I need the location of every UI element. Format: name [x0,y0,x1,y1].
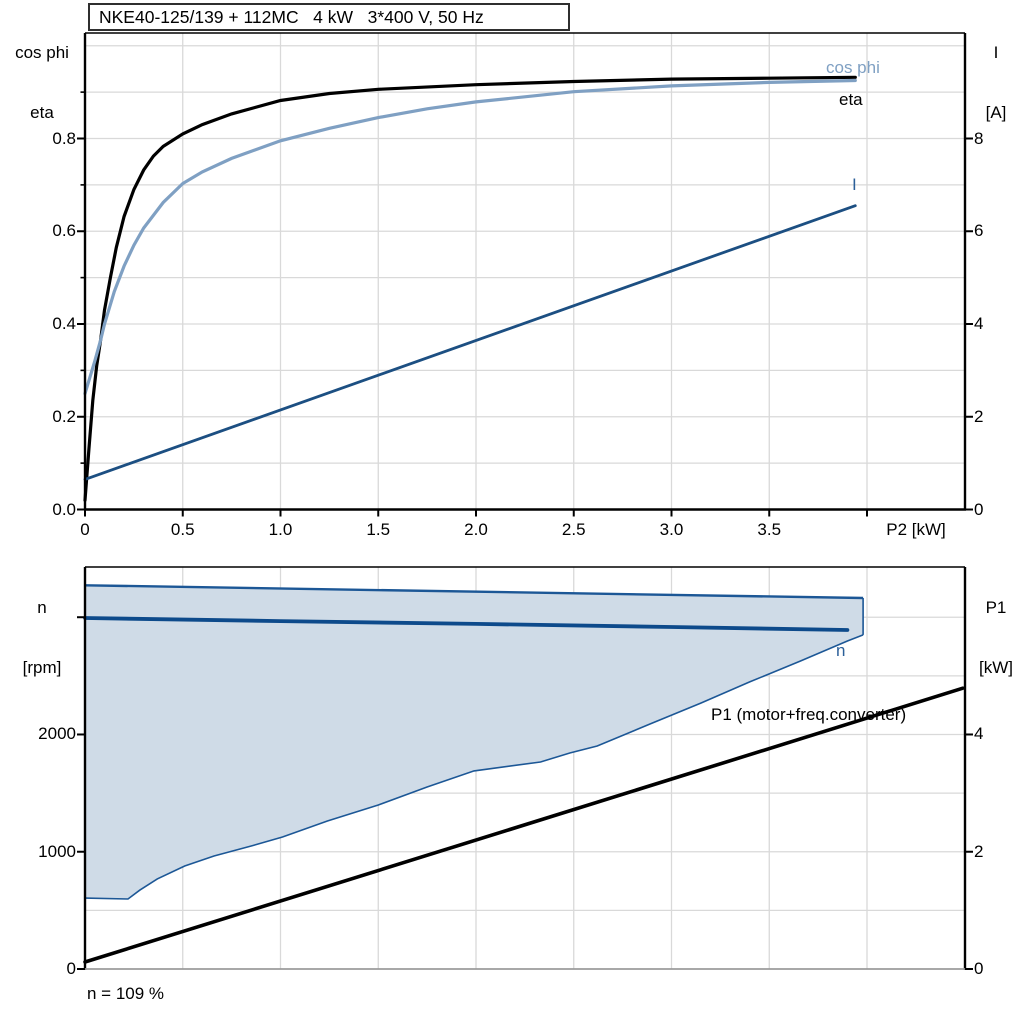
x-tick-label: 1.5 [366,520,391,539]
speed-range-area [85,585,864,899]
curve-label-cos-phi: cos phi [826,58,880,77]
y-right-tick-label: 8 [974,128,984,148]
y-left-tick-label: 0.8 [52,128,76,148]
x-axis-label: P2 [kW] [886,520,946,539]
top-right-axis-label: I [A] [972,3,1020,163]
curve-label-n: n [836,641,846,660]
y-right-tick-label: 6 [974,221,984,241]
curve-i [83,204,857,481]
speed-tick-label: 1000 [38,841,76,861]
curve-n [83,616,850,632]
axis-label-current: I [993,43,999,62]
axis-label-eta: eta [30,103,54,122]
y-left-tick-label: 0.2 [52,406,76,426]
speed-tick-label: 0 [66,959,76,978]
y-left-tick-label: 0.4 [52,314,76,333]
speed-tick-label: 2000 [38,724,76,744]
chart-title: NKE40-125/139 + 112MC 4 kW 3*400 V, 50 H… [99,6,484,27]
axis-label-p1: P1 [985,598,1007,617]
p1-tick-label: 2 [974,841,984,861]
bottom-right-axis-label: P1 [kW] [970,558,1022,718]
chart-title-box: NKE40-125/139 + 112MC 4 kW 3*400 V, 50 H… [88,3,570,31]
x-tick-label: 2.5 [561,520,586,539]
p1-tick-label: 0 [974,959,984,978]
y-right-tick-label: 0 [974,499,984,519]
p1-tick-label: 4 [974,724,984,744]
x-tick-label: 0 [80,520,90,539]
y-left-tick-label: 0.6 [52,221,76,241]
curve-label-i: I [852,175,857,194]
axis-label-current-unit: [A] [985,103,1007,122]
curve-eta [83,75,857,502]
curve-label-p1-motor-freq-converter-: P1 (motor+freq.converter) [711,705,907,724]
axis-label-speed-unit: [rpm] [22,658,62,677]
curve-p1-motor-freq-converter- [83,686,965,964]
y-right-tick-label: 2 [974,406,984,426]
bottom-left-axis-label: n [rpm] [6,558,78,718]
speed-annotation: n = 109 % [87,984,165,1003]
x-tick-label: 0.5 [170,520,195,539]
y-left-tick-label: 0.0 [52,499,76,519]
speed-max-boundary [84,584,864,600]
curve-label-eta: eta [839,90,863,109]
x-tick-label: 2.0 [464,520,488,539]
x-tick-label: 3.0 [659,520,684,539]
x-tick-label: 3.5 [757,520,782,539]
x-tick-label: 1.0 [268,520,293,539]
speed-min-boundary [84,634,864,900]
axis-label-speed: n [37,598,47,617]
y-right-tick-label: 4 [974,314,984,333]
axis-label-p1-unit: [kW] [979,658,1013,677]
axis-label-cos-phi: cos phi [15,43,69,62]
top-left-axis-label: cos phi eta [4,3,80,163]
curve-cos-phi [83,78,857,396]
